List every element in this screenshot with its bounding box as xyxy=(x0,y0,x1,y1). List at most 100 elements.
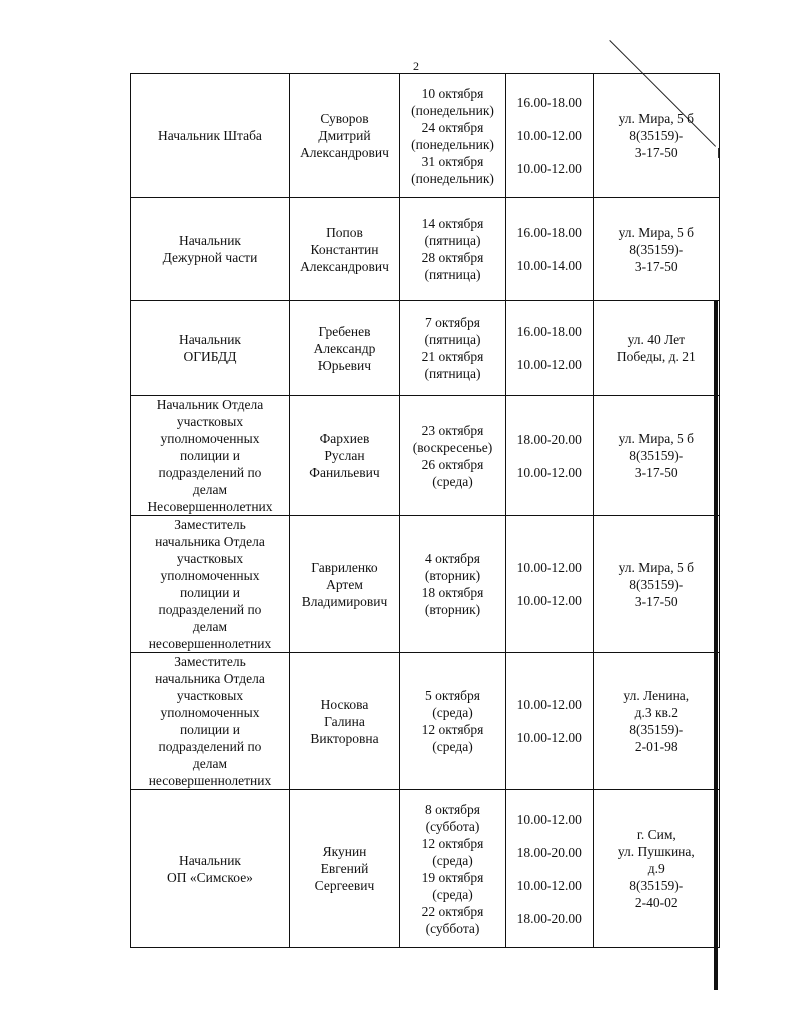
position-cell: Заместитель начальника Отдела участковых уп… xyxy=(130,652,290,790)
name-line: Гавриленко xyxy=(311,559,378,575)
dates-line: (пятница) xyxy=(424,366,481,381)
position-line: подразделений по xyxy=(158,602,262,617)
times-line: 10.00-12.00 xyxy=(516,560,582,575)
dates-line: (понедельник) xyxy=(411,170,494,186)
position-line: Начальник Штаба xyxy=(158,128,262,143)
position-line: полиции и xyxy=(179,585,240,600)
times-line: 10.00-12.00 xyxy=(516,128,582,143)
name-cell: Попов Константин Александрович xyxy=(288,197,401,301)
dates-cell: 5 октября (среда) 12 октября (среда) xyxy=(399,652,506,790)
position-line: Начальник xyxy=(178,332,241,347)
dates-line: 4 октября xyxy=(424,551,480,566)
address-line: Победы, д. 21 xyxy=(616,349,696,364)
address-line: 8(35159)- xyxy=(629,241,684,257)
position-line: Несовершеннолетних xyxy=(147,499,273,514)
times-cell: 10.00-12.00 10.00-12.00 xyxy=(504,515,594,653)
table-row: Начальник Отдела участковых уполномоченных… xyxy=(130,395,721,516)
position-line: подразделений по xyxy=(158,739,262,754)
page-number: 2 xyxy=(413,59,419,73)
dates-cell: 7 октября (пятница) 21 октября (пятница) xyxy=(399,300,506,396)
name-line: Попов xyxy=(326,224,363,240)
dates-line: (пятница) xyxy=(424,233,481,248)
reception-schedule-table: Начальник Штаба Суворов Дмитрий Александров… xyxy=(130,73,721,948)
position-cell: Заместитель начальника Отдела участковых уп… xyxy=(130,515,290,653)
dates-cell: 8 октября (суббота) 12 октября (среда) 19 ок… xyxy=(399,789,506,948)
name-cell: Суворов Дмитрий Александрович xyxy=(288,73,401,198)
address-line: 8(35159)- xyxy=(629,128,684,143)
times-line: 10.00-12.00 xyxy=(516,161,582,176)
dates-line: (вторник) xyxy=(424,568,481,583)
name-line: Носкова xyxy=(320,696,369,712)
times-cell: 10.00-12.00 10.00-12.00 xyxy=(504,652,594,790)
position-line: Заместитель xyxy=(174,517,246,532)
dates-line: 28 октября xyxy=(421,250,484,265)
address-line: 3-17-50 xyxy=(634,593,678,609)
name-line: Евгений xyxy=(320,861,369,876)
address-line: 8(35159)- xyxy=(629,576,684,592)
times-line: 10.00-12.00 xyxy=(516,877,582,893)
name-line: Константин xyxy=(310,241,379,257)
times-line: 16.00-18.00 xyxy=(516,324,582,339)
position-line: полиции и xyxy=(179,448,240,463)
address-line: 8(35159)- xyxy=(629,448,684,463)
times-cell: 16.00-18.00 10.00-12.00 10.00-12.00 xyxy=(504,73,594,198)
table-row: Заместитель начальника Отдела участковых уп… xyxy=(130,652,721,790)
times-line: 18.00-20.00 xyxy=(516,844,582,860)
dates-line: 5 октября xyxy=(424,688,480,703)
times-line: 10.00-12.00 xyxy=(516,730,582,745)
table-row: Начальник ОП «Симское» Якунин Евгений Сергее… xyxy=(130,789,721,948)
dates-line: (суббота) xyxy=(425,920,480,936)
address-cell: ул. Мира, 5 б 8(35159)- 3-17-50 xyxy=(592,73,721,198)
position-line: начальника Отдела xyxy=(155,671,265,686)
position-line: ОГИБДД xyxy=(183,349,237,364)
position-line: Заместитель xyxy=(174,654,246,669)
dates-line: 14 октября xyxy=(421,216,484,231)
address-line: ул. Мира, 5 б xyxy=(618,111,694,126)
position-cell: Начальник Штаба xyxy=(130,73,290,198)
times-line: 18.00-20.00 xyxy=(516,910,582,926)
dates-line: 8 октября xyxy=(424,801,480,817)
name-line: Викторовна xyxy=(310,730,379,746)
dates-cell: 4 октября (вторник) 18 октября (вторник) xyxy=(399,515,506,653)
table-row: Заместитель начальника Отдела участковых уп… xyxy=(130,515,721,653)
address-line: 3-17-50 xyxy=(634,145,678,160)
position-line: делам xyxy=(192,756,228,771)
dates-line: (пятница) xyxy=(424,332,481,347)
dates-line: 10 октября xyxy=(421,85,484,101)
position-line: участковых xyxy=(176,414,244,429)
address-cell: ул. Ленина, д.3 кв.2 8(35159)- 2-01-98 xyxy=(592,652,721,790)
position-line: подразделений по xyxy=(158,465,262,480)
address-line: 8(35159)- xyxy=(629,878,684,893)
address-line: ул. Ленина, xyxy=(623,688,690,703)
position-line: ОП «Симское» xyxy=(167,869,253,885)
dates-line: 19 октября xyxy=(421,869,484,885)
address-cell: ул. Мира, 5 б 8(35159)- 3-17-50 xyxy=(592,395,721,516)
position-line: полиции и xyxy=(179,722,240,737)
dates-line: (пятница) xyxy=(424,267,481,282)
address-line: ул. Мира, 5 б xyxy=(618,431,694,446)
name-line: Александр xyxy=(313,340,376,356)
dates-line: 18 октября xyxy=(421,585,484,600)
position-line: уполномоченных xyxy=(160,431,260,446)
position-line: участковых xyxy=(176,688,244,703)
position-line: уполномоченных xyxy=(160,568,260,583)
dates-cell: 23 октября (воскресенье) 26 октября (среда) xyxy=(399,395,506,516)
address-line: 2-40-02 xyxy=(634,895,678,910)
position-cell: Начальник ОГИБДД xyxy=(130,300,290,396)
name-line: Фанильевич xyxy=(309,465,380,480)
address-cell: ул. Мира, 5 б 8(35159)- 3-17-50 xyxy=(592,515,721,653)
name-line: Фархиев xyxy=(319,431,370,446)
dates-line: (среда) xyxy=(432,705,473,720)
name-cell: Якунин Евгений Сергеевич xyxy=(288,789,401,948)
address-line: ул. Пушкина, xyxy=(617,844,695,859)
dates-line: (суббота) xyxy=(425,818,480,834)
position-line: участковых xyxy=(176,551,244,566)
position-line: Начальник xyxy=(178,852,241,868)
name-line: Артем xyxy=(326,576,363,592)
dates-cell: 14 октября (пятница) 28 октября (пятница) xyxy=(399,197,506,301)
name-cell: Гребенев Александр Юрьевич xyxy=(288,300,401,396)
dates-line: (среда) xyxy=(432,473,473,489)
name-line: Владимирович xyxy=(301,593,388,609)
position-line: несовершеннолетних xyxy=(148,773,272,788)
address-line: ул. Мира, 5 б xyxy=(618,559,694,575)
